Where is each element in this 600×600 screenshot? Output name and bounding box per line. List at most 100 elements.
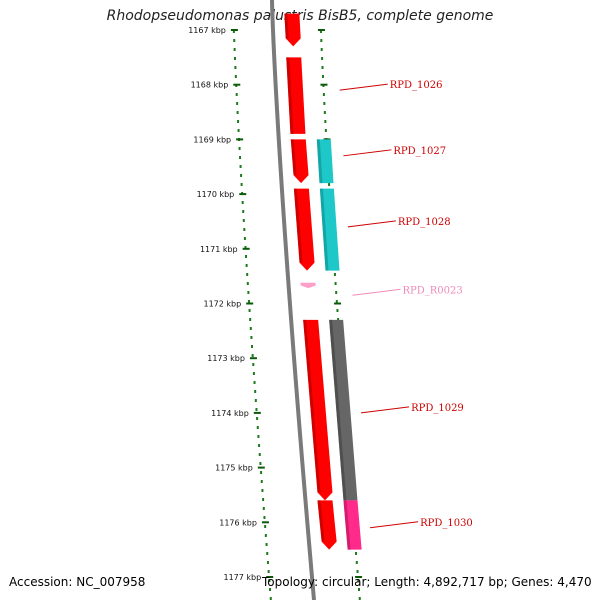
guide-dot bbox=[248, 309, 251, 312]
guide-dot bbox=[258, 444, 261, 447]
guide-dot bbox=[256, 426, 259, 429]
guide-dot bbox=[264, 525, 267, 528]
guide-dot bbox=[245, 255, 248, 258]
guide-dot bbox=[233, 48, 236, 51]
tick-label: 1174 kbp bbox=[211, 409, 249, 418]
ruler-tick bbox=[246, 302, 254, 305]
guide-dot bbox=[358, 597, 361, 600]
feature-shade bbox=[293, 188, 303, 263]
label-leader bbox=[339, 83, 388, 91]
tick-label: 1171 kbp bbox=[200, 245, 238, 254]
guide-dot bbox=[246, 282, 249, 285]
feature-shade bbox=[303, 319, 321, 493]
guide-dot bbox=[269, 597, 272, 600]
guide-dot bbox=[237, 120, 240, 123]
guide-dot bbox=[242, 219, 245, 222]
gene-labels: RPD_1026 RPD_1027 RPD_1028 RPD_R0023 RPD_102… bbox=[339, 80, 473, 529]
guide-dot bbox=[243, 228, 246, 231]
ruler-tick-right bbox=[317, 29, 325, 31]
guide-dot bbox=[251, 354, 254, 357]
guide-dot bbox=[234, 66, 237, 69]
ruler-tick-right bbox=[320, 83, 328, 86]
guide-dot bbox=[241, 201, 244, 204]
guide-dot bbox=[266, 561, 269, 564]
guide-dot bbox=[322, 93, 325, 96]
guide-dot bbox=[260, 480, 263, 483]
feature-shade bbox=[316, 139, 323, 184]
gene-label: RPD_1030 bbox=[420, 518, 473, 529]
guide-dot bbox=[320, 39, 323, 42]
feature-shade bbox=[319, 188, 329, 271]
guide-dot bbox=[261, 489, 264, 492]
guide-dot bbox=[239, 165, 242, 168]
label-leader bbox=[347, 220, 396, 228]
ruler-tick bbox=[242, 247, 250, 250]
guide-dot bbox=[246, 273, 249, 276]
guide-dot bbox=[256, 417, 259, 420]
feature-shade bbox=[290, 139, 297, 176]
feature-shade bbox=[300, 282, 304, 286]
feature-shade bbox=[284, 13, 289, 39]
feature-cds-g bbox=[303, 319, 333, 501]
feature-cds-b bbox=[286, 57, 306, 134]
guide-dot bbox=[243, 237, 246, 240]
guide-dot bbox=[232, 30, 235, 33]
guide-dot bbox=[242, 210, 245, 213]
guide-dot bbox=[264, 534, 267, 537]
ruler-tick-right bbox=[355, 576, 363, 578]
ruler-tick bbox=[230, 29, 238, 31]
guide-dot bbox=[239, 156, 242, 159]
guide-dot bbox=[263, 516, 266, 519]
feature-tracks bbox=[284, 13, 362, 550]
tick-label: 1167 kbp bbox=[188, 26, 226, 35]
tick-label: 1169 kbp bbox=[193, 135, 231, 144]
guide-dot bbox=[335, 291, 338, 294]
guide-dot bbox=[258, 453, 261, 456]
feature-cds-j bbox=[343, 500, 362, 550]
ruler-tick bbox=[261, 521, 269, 524]
guide-dot bbox=[238, 147, 241, 150]
gene-label: RPD_1027 bbox=[393, 146, 446, 157]
tick-label: 1176 kbp bbox=[219, 518, 257, 527]
guide-dot bbox=[337, 318, 340, 321]
guide-dot bbox=[319, 30, 322, 33]
guide-dot bbox=[324, 129, 327, 132]
guide-dot bbox=[254, 399, 257, 402]
guide-dot bbox=[249, 318, 252, 321]
guide-dot bbox=[262, 507, 265, 510]
label-leader bbox=[352, 288, 401, 296]
guide-dot bbox=[269, 588, 272, 591]
guide-dot bbox=[266, 552, 269, 555]
guide-dot bbox=[234, 75, 237, 78]
guide-dot bbox=[328, 183, 331, 186]
guide-dot bbox=[250, 336, 253, 339]
feature-shade bbox=[343, 500, 351, 550]
guide-dot bbox=[267, 570, 270, 573]
guide-dot bbox=[234, 57, 237, 60]
guide-dot bbox=[254, 390, 257, 393]
guide-dot bbox=[334, 282, 337, 285]
guide-dot bbox=[321, 66, 324, 69]
guide-dot bbox=[336, 309, 339, 312]
guide-dot bbox=[245, 264, 248, 267]
label-leader bbox=[361, 406, 410, 414]
feature-cds-d bbox=[316, 139, 334, 184]
guide-dot bbox=[247, 300, 250, 303]
ruler-tick bbox=[239, 193, 247, 196]
ruler-tick bbox=[249, 357, 257, 360]
tick-label: 1173 kbp bbox=[207, 354, 245, 363]
guide-dot bbox=[321, 75, 324, 78]
guide-dot bbox=[247, 291, 250, 294]
guide-dot bbox=[240, 174, 243, 177]
feature-body bbox=[329, 319, 358, 501]
guide-dot bbox=[252, 363, 255, 366]
guide-dot bbox=[233, 39, 236, 42]
guide-dot bbox=[321, 57, 324, 60]
guide-dot bbox=[259, 462, 262, 465]
guide-dot bbox=[260, 471, 263, 474]
feature-shade bbox=[286, 57, 294, 134]
ruler-tick bbox=[233, 83, 241, 86]
feature-cds-f bbox=[319, 188, 340, 271]
tick-label: 1168 kbp bbox=[191, 81, 229, 90]
